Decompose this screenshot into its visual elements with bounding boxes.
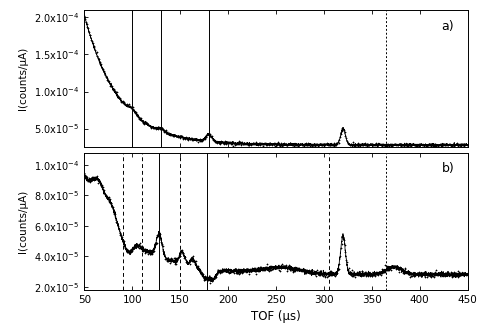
Text: a): a) [442, 20, 454, 33]
X-axis label: TOF (μs): TOF (μs) [251, 310, 301, 323]
Y-axis label: I(counts/μA): I(counts/μA) [18, 189, 28, 253]
Y-axis label: I(counts/μA): I(counts/μA) [18, 47, 28, 110]
Text: b): b) [442, 162, 454, 175]
